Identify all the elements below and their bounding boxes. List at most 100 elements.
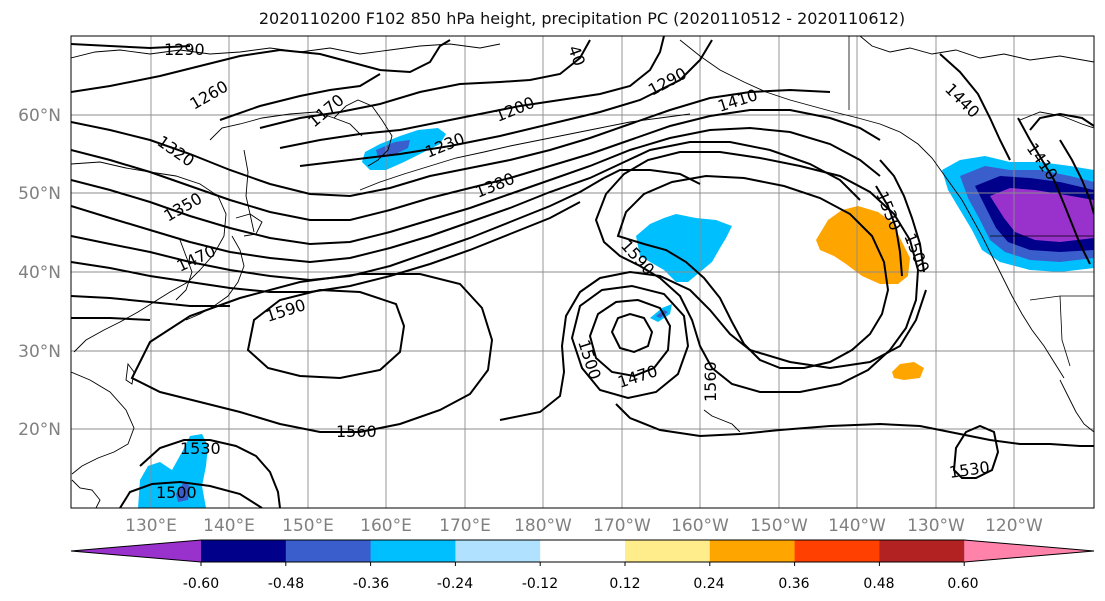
lon-labels: 130°E 140°E 150°E 160°E 170°E 180°W 170°… xyxy=(125,516,1043,536)
coastlines xyxy=(71,36,1094,508)
colorbar-swatch xyxy=(370,540,456,562)
precip-patch-southwest-core xyxy=(176,482,190,502)
coast-china-south xyxy=(71,371,135,475)
lon-label: 120°W xyxy=(985,516,1043,536)
contour-1410-east xyxy=(1017,117,1091,265)
contour-1530-low xyxy=(570,284,690,400)
precip-patch-central-pacific xyxy=(636,214,732,282)
colorbar-swatch xyxy=(709,540,796,562)
colorbar-swatch xyxy=(625,540,711,562)
contour-1290-w xyxy=(71,43,191,50)
coast-hudson xyxy=(1019,111,1094,129)
precip-patch-southwest xyxy=(138,434,208,508)
coast-hokkaido xyxy=(235,213,263,237)
contour-1410-w xyxy=(71,141,861,264)
coast-baja xyxy=(1059,379,1094,433)
contour-label: 1500 xyxy=(156,483,197,502)
coast-arctic xyxy=(859,36,1094,63)
lon-label: 160°W xyxy=(671,516,729,536)
lon-label: 150°W xyxy=(750,516,808,536)
contour-1560-low xyxy=(594,151,920,393)
coast-sakhalin xyxy=(243,149,255,233)
lon-label: 160°E xyxy=(360,516,412,536)
lon-label: 140°E xyxy=(203,516,255,536)
colorbar-swatches xyxy=(71,540,1094,562)
contour-1500-low xyxy=(588,298,672,378)
colorbar-tick-label: -0.48 xyxy=(268,576,304,592)
coast-taiwan xyxy=(125,362,135,385)
contour-1230 xyxy=(279,36,665,149)
contour-1560-big xyxy=(130,273,494,433)
contour-ne-loop xyxy=(1029,112,1094,131)
coast-aleutians xyxy=(359,113,691,191)
contour-label: 1560 xyxy=(701,361,720,402)
lat-label: 60°N xyxy=(18,106,61,126)
precip-patch-small-core xyxy=(656,310,668,318)
lon-label: 130°W xyxy=(907,516,965,536)
lon-label: 180°W xyxy=(514,516,572,536)
colorbar-tick-label: -0.36 xyxy=(353,576,389,592)
colorbar-swatch xyxy=(540,540,626,562)
figure-title: 2020110200 F102 850 hPa height, precipit… xyxy=(258,9,906,28)
coast-bc xyxy=(941,171,1065,379)
colorbar-tick-label: 0.12 xyxy=(609,576,640,592)
contour-label: 1560 xyxy=(336,422,377,441)
coast-philippines xyxy=(71,479,101,508)
coast-okhotsk xyxy=(209,111,363,141)
precip-patch-orange-small xyxy=(892,362,924,380)
height-contours xyxy=(71,36,1094,508)
contour-1590-e xyxy=(616,174,890,369)
precip-shading xyxy=(138,128,1094,508)
contour-1500-east xyxy=(879,159,925,273)
lat-label: 20°N xyxy=(18,420,61,440)
lon-label: 140°W xyxy=(828,516,886,536)
precip-patch-orange xyxy=(816,206,910,284)
contour-1500-sw xyxy=(119,480,263,508)
colorbar-swatch xyxy=(71,540,201,562)
contour-1530-w xyxy=(71,317,151,321)
contour-1350 xyxy=(71,109,881,221)
contour-1440-east xyxy=(939,53,1011,161)
contour-1470-w xyxy=(71,201,581,293)
contour-1560-south-tail xyxy=(615,403,1094,447)
borders xyxy=(848,36,1094,367)
colorbar-tick-label: 0.36 xyxy=(778,576,809,592)
contour-1530-small-se xyxy=(952,424,1000,479)
contour-1380 xyxy=(71,126,881,246)
colorbar-tick-label: 0.60 xyxy=(947,576,978,592)
colorbar-swatch xyxy=(455,540,541,562)
contour-1320 xyxy=(71,88,831,198)
contour-1530-east xyxy=(875,185,903,277)
coast-alaska xyxy=(679,39,943,173)
colorbar-tick-label: -0.24 xyxy=(437,576,473,592)
lon-label: 150°E xyxy=(282,516,334,536)
contour-label: 1530 xyxy=(180,439,221,458)
lon-label: 170°W xyxy=(593,516,651,536)
lat-label: 30°N xyxy=(18,342,61,362)
colorbar-ticks: -0.60 -0.48 -0.36 -0.24 -0.12 0.12 0.24 … xyxy=(183,562,979,592)
colorbar-tick-label: 0.48 xyxy=(863,576,894,592)
lat-label: 40°N xyxy=(18,263,61,283)
colorbar-swatch xyxy=(285,540,372,562)
contour-1470-low xyxy=(610,312,654,354)
map-frame xyxy=(70,35,1095,509)
contour-1440-east-b xyxy=(1059,139,1094,215)
contour-1470-e xyxy=(603,169,701,185)
colorbar-tick-label: -0.12 xyxy=(522,576,558,592)
colorbar-swatch xyxy=(879,540,965,562)
contour-1290-e xyxy=(299,39,713,167)
contour-1260 xyxy=(71,39,451,93)
colorbar: -0.60 -0.48 -0.36 -0.24 -0.12 0.12 0.24 … xyxy=(70,539,1095,592)
colorbar-tick-label: 0.24 xyxy=(693,576,724,592)
precip-patch-nw-america-purple xyxy=(990,188,1094,242)
colorbar-tick-label: -0.60 xyxy=(183,576,219,592)
lat-label: 50°N xyxy=(18,184,61,204)
colorbar-swatch xyxy=(794,540,880,562)
colorbar-swatch xyxy=(201,540,287,562)
contour-1560-south xyxy=(499,270,927,421)
colorbar-swatch xyxy=(964,540,1094,562)
coast-korea xyxy=(175,239,193,301)
contour-1170 xyxy=(219,73,381,121)
